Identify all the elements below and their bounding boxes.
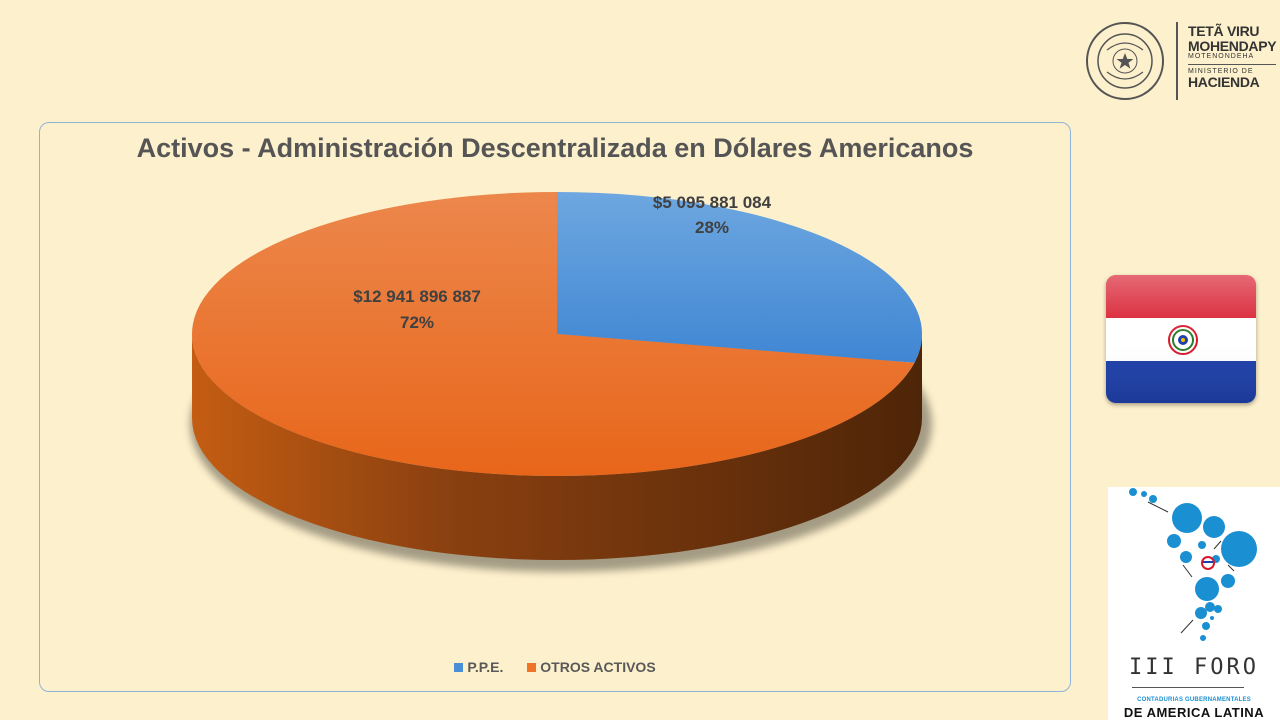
slice-otros-activos xyxy=(192,192,915,476)
logo-line4: MINISTERIO DE xyxy=(1188,67,1254,75)
pie-chart: $5 095 881 084 28% $12 941 896 887 72% xyxy=(190,192,932,572)
logo-line3: MOTENONDEHA xyxy=(1188,53,1255,61)
slice-ppe xyxy=(557,192,922,363)
legend-label-otros: OTROS ACTIVOS xyxy=(540,659,656,675)
legend-swatch-ppe xyxy=(454,663,464,672)
slice-percent-label: 72% xyxy=(400,313,434,332)
foro-main-text: DE AMERICA LATINA xyxy=(1123,705,1265,720)
chart-legend: P.P.E. OTROS ACTIVOS xyxy=(40,659,1070,675)
ministry-logo: TETÃ VIRU MOHENDAPY MOTENONDEHA MINISTER… xyxy=(1085,20,1280,102)
slice-value-label: $5 095 881 084 xyxy=(653,193,772,212)
foro-logo: III FORO CONTADURIAS GUBERNAMENTALES DE … xyxy=(1108,487,1280,720)
logo-line5: HACIENDA xyxy=(1188,74,1260,91)
republic-seal-icon xyxy=(1086,22,1164,100)
legend-item-otros: OTROS ACTIVOS xyxy=(527,659,656,675)
logo-line1: TETÃ VIRU xyxy=(1188,23,1260,39)
pie-side-wall xyxy=(192,334,922,560)
foro-subtitle: CONTADURIAS GUBERNAMENTALES xyxy=(1137,697,1251,703)
legend-item-ppe: P.P.E. xyxy=(454,659,503,675)
ministry-name: TETÃ VIRU MOHENDAPY MOTENONDEHA MINISTER… xyxy=(1188,23,1277,91)
latin-america-map-icon xyxy=(1129,488,1257,641)
logo-separator xyxy=(1188,63,1276,65)
legend-label-ppe: P.P.E. xyxy=(467,659,504,675)
logo-line2: MOHENDAPY xyxy=(1188,37,1277,54)
foro-rule-top xyxy=(1132,687,1244,688)
logo-divider xyxy=(1176,22,1178,100)
paraguay-flag xyxy=(1106,275,1256,403)
foro-title: III FORO xyxy=(1129,655,1259,680)
chart-title: Activos - Administración Descentralizada… xyxy=(136,133,974,163)
legend-swatch-otros xyxy=(527,663,537,672)
slice-percent-label: 28% xyxy=(695,218,729,237)
slice-value-label: $12 941 896 887 xyxy=(353,287,481,306)
chart-panel: Activos - Administración Descentralizada… xyxy=(39,122,1071,692)
